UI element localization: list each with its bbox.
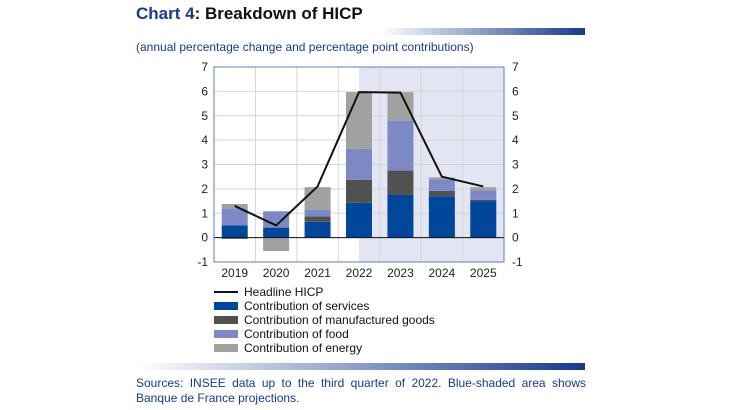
- y-tick-left: 0: [201, 231, 208, 245]
- y-tick-left: 6: [201, 84, 208, 98]
- bar-segment: [221, 208, 248, 226]
- bar-segment: [428, 177, 455, 180]
- chart-subtitle: (annual percentage change and percentage…: [136, 40, 474, 54]
- legend-swatch: [214, 344, 238, 352]
- bar-segment: [428, 179, 455, 191]
- bar-segment: [428, 196, 455, 238]
- y-tick-left: 3: [201, 158, 208, 172]
- bar-segment: [387, 92, 414, 121]
- x-tick-label: 2022: [346, 266, 373, 280]
- bar-segment: [221, 225, 248, 238]
- y-tick-right: 4: [512, 133, 519, 147]
- y-tick-right: 0: [512, 231, 519, 245]
- y-tick-left: 1: [201, 206, 208, 220]
- y-tick-left: 2: [201, 182, 208, 196]
- bar-segment: [263, 227, 290, 228]
- x-tick-label: 2024: [429, 266, 456, 280]
- legend-label: Headline HICP: [244, 285, 323, 299]
- bar-segment: [346, 179, 372, 203]
- y-tick-right: 3: [512, 158, 519, 172]
- x-tick-label: 2019: [221, 266, 248, 280]
- title-gradient-bar: [380, 28, 585, 35]
- bar-segment: [387, 194, 414, 238]
- legend-swatch: [214, 302, 238, 310]
- legend-swatch: [214, 330, 238, 338]
- y-tick-left: -1: [197, 255, 208, 269]
- y-tick-left: 5: [201, 109, 208, 123]
- chart-number: Chart 4: [136, 4, 195, 23]
- y-tick-left: 7: [201, 60, 208, 74]
- bar-segment: [304, 187, 331, 210]
- y-tick-right: 2: [512, 182, 519, 196]
- bar-segment: [304, 216, 331, 222]
- bar-segment: [470, 199, 497, 202]
- footer-gradient-bar: [136, 363, 585, 370]
- sources-note: Sources: INSEE data up to the third quar…: [136, 376, 586, 405]
- bar-segment: [263, 237, 290, 252]
- bar-segment: [221, 237, 248, 239]
- legend-label: Contribution of services: [244, 299, 369, 313]
- y-tick-right: 5: [512, 109, 519, 123]
- y-tick-right: 1: [512, 206, 519, 220]
- chart-title-text: : Breakdown of HICP: [194, 4, 363, 23]
- legend-label: Contribution of food: [244, 327, 349, 341]
- bar-segment: [346, 202, 372, 238]
- x-tick-label: 2020: [263, 266, 290, 280]
- legend-label: Contribution of manufactured goods: [244, 313, 435, 327]
- chart-title: Chart 4: Breakdown of HICP: [136, 4, 363, 24]
- bar-segment: [428, 190, 455, 197]
- x-tick-label: 2025: [470, 266, 497, 280]
- bar-segment: [387, 170, 414, 195]
- y-tick-right: 6: [512, 84, 519, 98]
- y-tick-left: 4: [201, 133, 208, 147]
- x-tick-label: 2023: [387, 266, 414, 280]
- y-tick-right: 7: [512, 60, 519, 74]
- legend-swatch: [214, 316, 238, 324]
- bar-segment: [304, 221, 331, 238]
- bar-segment: [470, 187, 497, 191]
- x-tick-label: 2021: [304, 266, 331, 280]
- plot-frame: [213, 66, 505, 263]
- bar-segment: [470, 201, 497, 238]
- y-tick-right: -1: [512, 255, 523, 269]
- headline-hicp-line: [234, 91, 484, 227]
- legend-label: Contribution of energy: [244, 341, 362, 355]
- bar-segment: [346, 148, 372, 180]
- bar-segment: [470, 190, 497, 200]
- bar-segment: [346, 92, 372, 149]
- bar-segment: [263, 227, 290, 238]
- bar-segment: [387, 120, 414, 171]
- bar-segment: [304, 209, 331, 217]
